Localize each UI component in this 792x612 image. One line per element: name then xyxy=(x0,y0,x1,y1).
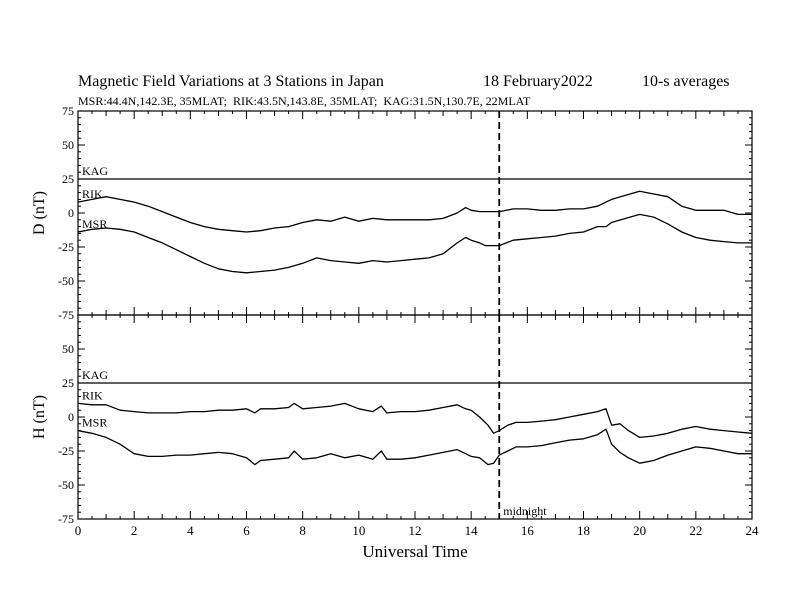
y-tick-label-D: -50 xyxy=(58,274,74,288)
x-tick-label: 8 xyxy=(299,523,306,538)
series-label-kag-D: KAG xyxy=(82,164,108,178)
station-info: MSR:44.4N,142.3E, 35MLAT; RIK:43.5N,143.… xyxy=(78,94,531,108)
y-tick-label-D: 0 xyxy=(68,206,74,220)
y-tick-label-H: 25 xyxy=(62,376,74,390)
x-tick-label: 0 xyxy=(75,523,82,538)
x-tick-label: 10 xyxy=(352,523,365,538)
x-tick-label: 2 xyxy=(131,523,138,538)
x-tick-label: 18 xyxy=(577,523,590,538)
x-tick-label: 20 xyxy=(633,523,646,538)
x-tick-label: 24 xyxy=(746,523,760,538)
y-tick-label-D: -75 xyxy=(58,308,74,322)
y-tick-label-D: 50 xyxy=(62,138,74,152)
y-tick-label-H: -50 xyxy=(58,478,74,492)
x-tick-label: 6 xyxy=(243,523,250,538)
series-label-msr-D: MSR xyxy=(82,217,107,231)
series-line-msr-H xyxy=(77,428,752,466)
y-axis-label-D: D (nT) xyxy=(31,191,48,235)
y-tick-label-H: -75 xyxy=(58,512,74,526)
series-label-rik-D: RIK xyxy=(82,187,103,201)
y-axis-label-H: H (nT) xyxy=(31,395,48,439)
y-tick-label-H: 50 xyxy=(62,342,74,356)
y-tick-label-D: -25 xyxy=(58,240,74,254)
chart-title: Magnetic Field Variations at 3 Stations … xyxy=(78,73,384,90)
y-tick-label-H: 0 xyxy=(68,410,74,424)
x-tick-label: 12 xyxy=(409,523,422,538)
y-tick-label-H: -25 xyxy=(58,444,74,458)
series-label-kag-H: KAG xyxy=(82,368,108,382)
midnight-annotation: midnight xyxy=(503,504,547,518)
x-tick-label: 4 xyxy=(187,523,194,538)
series-label-msr-H: MSR xyxy=(82,416,107,430)
x-tick-label: 14 xyxy=(465,523,479,538)
series-line-rik-H xyxy=(77,402,753,439)
panel-frame-D xyxy=(77,110,753,316)
x-tick-label: 16 xyxy=(521,523,535,538)
series-line-msr-D xyxy=(77,213,752,274)
x-axis-label: Universal Time xyxy=(362,542,467,561)
y-tick-label-D: 25 xyxy=(62,172,74,186)
panel-frame-H xyxy=(77,314,753,520)
chart-date: 18 February2022 xyxy=(483,73,593,90)
chart-averaging: 10-s averages xyxy=(642,73,730,90)
x-tick-label: 22 xyxy=(689,523,702,538)
y-tick-label-D: 75 xyxy=(62,104,74,118)
series-label-rik-H: RIK xyxy=(82,388,103,402)
series-line-rik-D xyxy=(77,190,752,233)
